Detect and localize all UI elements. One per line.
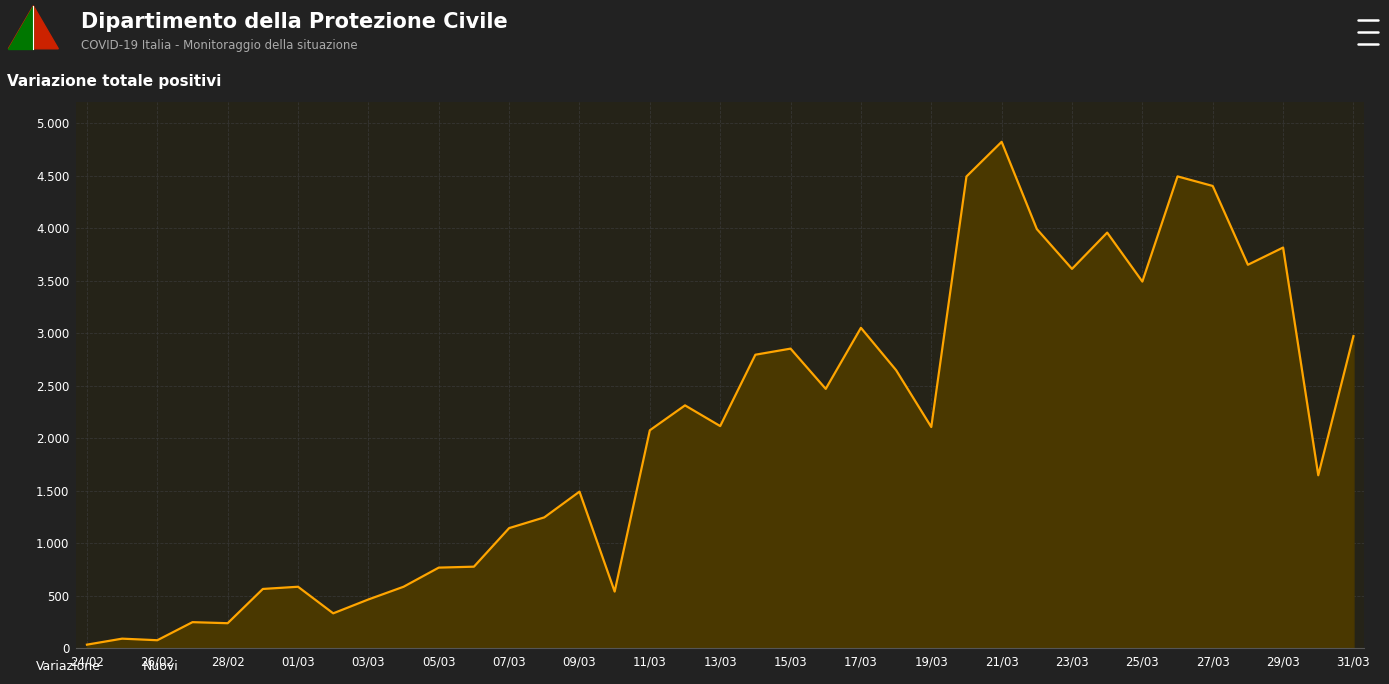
Text: COVID-19 Italia - Monitoraggio della situazione: COVID-19 Italia - Monitoraggio della sit… xyxy=(81,39,357,52)
Text: Variazione totale positivi: Variazione totale positivi xyxy=(7,75,221,90)
Text: Dipartimento della Protezione Civile: Dipartimento della Protezione Civile xyxy=(81,12,507,32)
Polygon shape xyxy=(8,5,33,49)
Text: Nuovi: Nuovi xyxy=(143,659,179,673)
Text: Variazione: Variazione xyxy=(36,659,100,673)
Polygon shape xyxy=(8,5,58,49)
